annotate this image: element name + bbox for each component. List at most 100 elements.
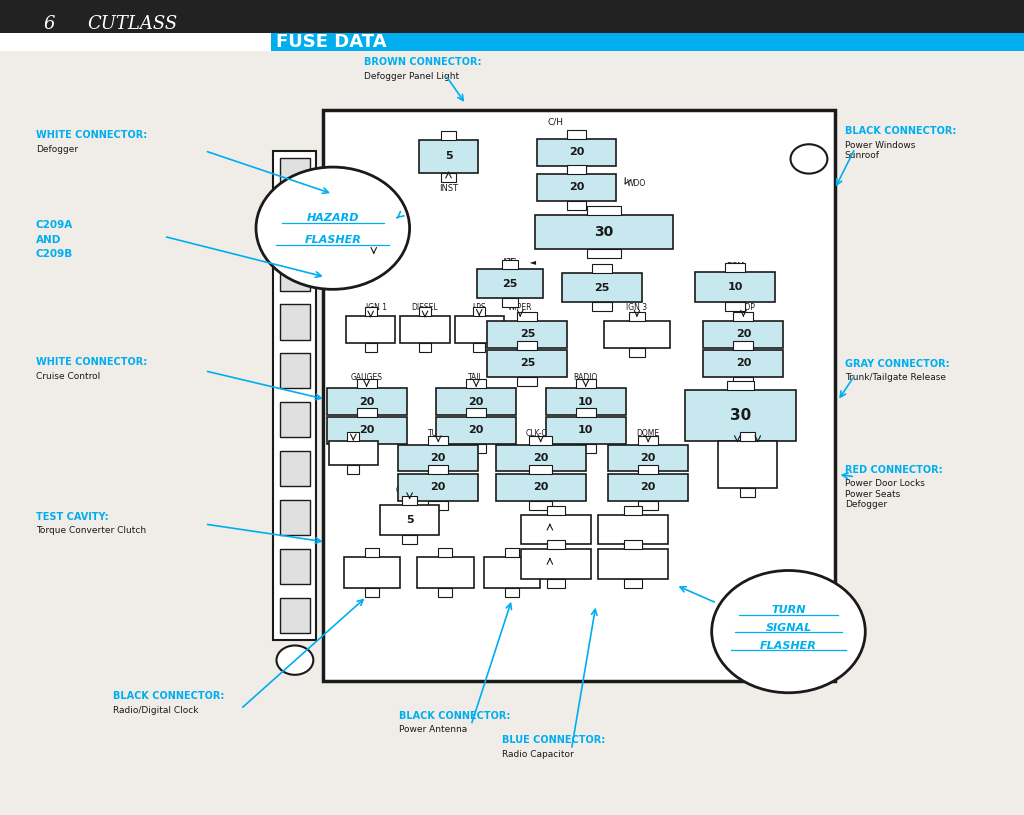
- Bar: [356, 380, 377, 389]
- Text: Power Windows
Sunroof: Power Windows Sunroof: [845, 141, 915, 161]
- Text: 25: 25: [505, 258, 515, 267]
- Bar: [517, 341, 538, 350]
- Bar: [598, 549, 668, 579]
- Bar: [625, 540, 641, 549]
- Text: Torque Converter Clutch: Torque Converter Clutch: [36, 526, 146, 535]
- Text: A/C: A/C: [502, 258, 518, 267]
- Text: IGN 1: IGN 1: [369, 240, 390, 249]
- Text: AND: AND: [36, 235, 61, 244]
- Bar: [487, 321, 567, 348]
- Bar: [343, 557, 399, 588]
- Bar: [280, 206, 310, 242]
- Bar: [727, 441, 754, 450]
- Bar: [419, 140, 478, 173]
- Bar: [548, 579, 565, 588]
- Bar: [521, 515, 591, 544]
- Text: Radio/Digital Clock: Radio/Digital Clock: [113, 706, 198, 715]
- Text: 20: 20: [640, 482, 656, 492]
- Bar: [529, 471, 552, 481]
- Text: ◄: ◄: [527, 258, 537, 267]
- Bar: [356, 416, 377, 425]
- Bar: [441, 173, 456, 182]
- Bar: [380, 505, 439, 535]
- Text: C/H: C/H: [548, 117, 564, 126]
- Bar: [402, 496, 417, 505]
- Text: RED CONNECTOR:: RED CONNECTOR:: [845, 465, 942, 474]
- Text: 20: 20: [568, 183, 585, 192]
- Text: CRUISE: CRUISE: [395, 486, 424, 495]
- Text: CUTLASS: CUTLASS: [87, 15, 177, 33]
- Bar: [438, 588, 453, 597]
- Bar: [629, 347, 645, 357]
- Bar: [695, 272, 775, 302]
- Text: 30: 30: [730, 408, 751, 423]
- Text: DOME: DOME: [637, 429, 659, 438]
- Text: IGN 1: IGN 1: [366, 303, 387, 312]
- Text: IGN 1: IGN 1: [346, 427, 368, 436]
- Text: WIPER: WIPER: [508, 303, 532, 312]
- Bar: [562, 273, 642, 302]
- Bar: [740, 488, 755, 497]
- Bar: [517, 312, 538, 321]
- Bar: [529, 435, 552, 445]
- Bar: [685, 390, 796, 441]
- Text: LPS: LPS: [472, 303, 486, 312]
- Text: FUSE DATA: FUSE DATA: [276, 33, 387, 51]
- Bar: [575, 416, 596, 425]
- Text: CLK-CIG: CLK-CIG: [525, 429, 556, 438]
- Text: RADIO: RADIO: [573, 373, 598, 382]
- Text: 20: 20: [430, 453, 446, 463]
- Bar: [566, 201, 587, 210]
- Bar: [733, 312, 754, 321]
- Text: 20: 20: [640, 453, 656, 463]
- Bar: [280, 255, 310, 291]
- Bar: [725, 263, 745, 272]
- Text: 25: 25: [519, 329, 536, 339]
- Text: SIGNAL: SIGNAL: [765, 623, 812, 633]
- Bar: [625, 544, 641, 553]
- Text: ECM: ECM: [726, 262, 744, 271]
- Bar: [740, 432, 755, 441]
- Text: 25: 25: [519, 359, 536, 368]
- Bar: [598, 515, 668, 544]
- Bar: [473, 342, 485, 352]
- Bar: [727, 381, 754, 390]
- Bar: [566, 166, 587, 175]
- Circle shape: [276, 645, 313, 675]
- Text: TEST CAVITY:: TEST CAVITY:: [36, 512, 109, 522]
- Bar: [608, 445, 688, 471]
- Text: 20: 20: [532, 482, 549, 492]
- Text: 20: 20: [735, 329, 752, 339]
- Bar: [473, 307, 485, 316]
- Bar: [625, 506, 641, 515]
- Text: 6: 6: [43, 15, 54, 33]
- Bar: [365, 342, 377, 352]
- Bar: [575, 380, 596, 389]
- Text: 25: 25: [594, 283, 610, 293]
- Text: TAIL: TAIL: [468, 373, 484, 382]
- Bar: [521, 549, 591, 579]
- Text: TURN: TURN: [771, 606, 806, 615]
- Text: FLASHER: FLASHER: [760, 641, 817, 651]
- Bar: [428, 500, 449, 510]
- Bar: [329, 441, 378, 465]
- Bar: [280, 597, 310, 633]
- Bar: [725, 302, 745, 311]
- Bar: [419, 342, 431, 352]
- Bar: [592, 264, 612, 273]
- Bar: [546, 389, 626, 416]
- Bar: [537, 139, 616, 166]
- Text: 20: 20: [358, 397, 375, 407]
- Bar: [535, 215, 674, 249]
- Bar: [365, 548, 379, 557]
- Bar: [517, 347, 538, 357]
- Bar: [546, 417, 626, 444]
- Text: BAT: BAT: [531, 559, 548, 569]
- Bar: [638, 471, 658, 481]
- Bar: [418, 557, 473, 588]
- Bar: [327, 417, 407, 444]
- Text: BROWN CONNECTOR:: BROWN CONNECTOR:: [364, 57, 481, 67]
- Bar: [548, 540, 565, 549]
- Bar: [502, 260, 518, 269]
- Bar: [441, 131, 456, 140]
